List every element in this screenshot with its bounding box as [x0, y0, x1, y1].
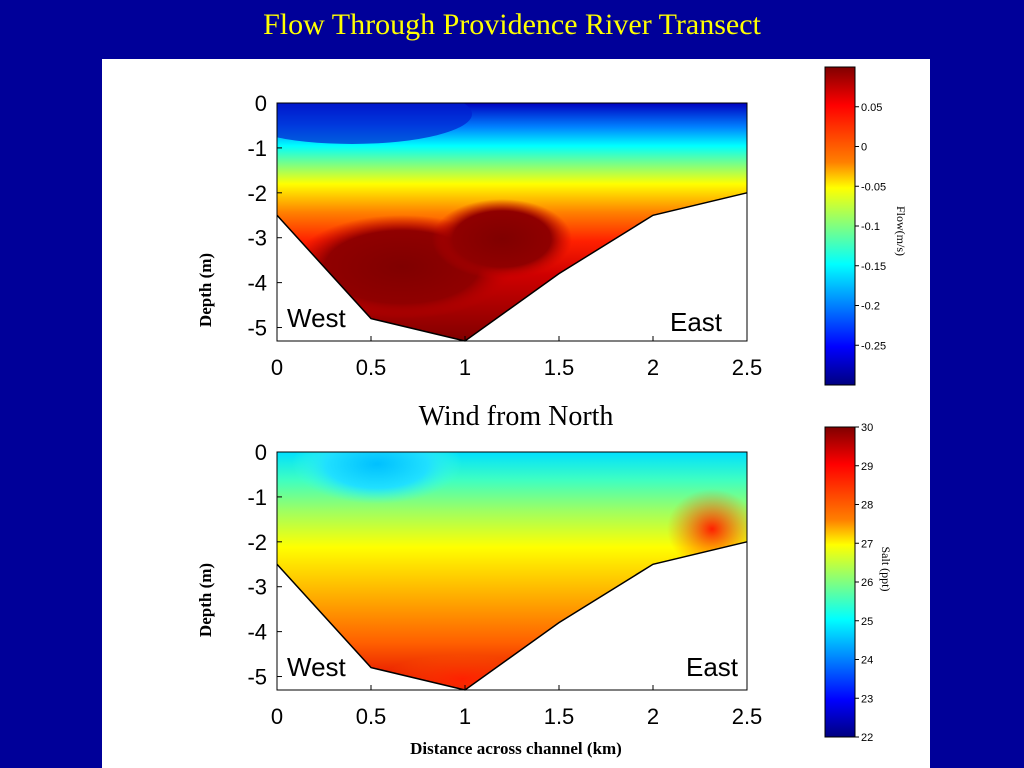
salt-ticks: 0 0.5 1 1.5 2 2.5 0 -1 -2 -3 -4 -5: [247, 440, 762, 729]
x-axis-label: Distance across channel (km): [410, 739, 622, 758]
colorbar-tick-label: 26: [861, 577, 873, 589]
x-tick-label: 2.5: [732, 704, 763, 729]
x-tick-label: 2: [647, 704, 659, 729]
colorbar-tick-label: -0.15: [861, 261, 886, 273]
y-tick-label: 0: [255, 440, 267, 465]
flow-colorbar-ticks: 0.05 0 -0.05 -0.1 -0.15 -0.2 -0.25: [855, 102, 886, 352]
colorbar-tick-label: -0.25: [861, 340, 886, 352]
colorbar-tick-label: -0.1: [861, 221, 880, 233]
salt-y-axis-label: Depth (m): [196, 562, 215, 638]
x-tick-label: 1.5: [544, 704, 575, 729]
colorbar-tick-label: 0: [861, 142, 867, 154]
salt-west-label: West: [287, 652, 347, 682]
flow-ticks: 0 0.5 1 1.5 2 2.5 0 -1 -2 -3 -4 -5: [247, 91, 762, 380]
flow-colorbar-label: Flow(m/s): [894, 206, 908, 256]
colorbar-tick-label: -0.05: [861, 181, 886, 193]
slide-title: Flow Through Providence River Transect: [263, 8, 761, 41]
colorbar-tick-label: -0.2: [861, 301, 880, 313]
figure-panel: 0 0.5 1 1.5 2 2.5 0 -1 -2 -3 -4 -5 West East 0.05 0-…: [102, 59, 930, 768]
y-tick-label: -3: [247, 575, 267, 600]
y-tick-label: -4: [247, 271, 267, 296]
y-tick-label: -2: [247, 530, 267, 555]
x-tick-label: 1: [459, 355, 471, 380]
salt-colorbar-label: Salt (ppt): [879, 547, 893, 592]
colorbar-tick-label: 0.05: [861, 102, 882, 114]
flow-colorbar: [824, 66, 856, 386]
colorbar-tick-label: 24: [861, 655, 873, 667]
x-tick-label: 0: [271, 704, 283, 729]
y-tick-label: -1: [247, 485, 267, 510]
figure-svg: 0 0.5 1 1.5 2 2.50-1-2-3-4-5 West East 0.050-…: [247, 66, 908, 744]
x-tick-label: 2: [647, 355, 659, 380]
y-tick-label: -2: [247, 181, 267, 206]
wind-caption: Wind from North: [418, 401, 614, 432]
flow-west-label: West: [287, 303, 347, 333]
y-tick-label: -4: [247, 620, 267, 645]
colorbar-tick-label: 29: [861, 461, 873, 473]
y-tick-label: -5: [247, 665, 267, 690]
x-tick-label: 0.5: [356, 355, 387, 380]
salt-colorbar: [824, 426, 856, 738]
salt-colorbar-ticks: 30 29 28 27 26 25 24 23 22: [855, 422, 873, 744]
flow-east-label: East: [670, 307, 723, 337]
flow-y-axis-label: Depth (m): [196, 252, 215, 328]
x-tick-label: 2.5: [732, 355, 763, 380]
salt-bathymetry: [277, 541, 747, 690]
colorbar-tick-label: 30: [861, 422, 873, 434]
x-tick-label: 0.5: [356, 704, 387, 729]
y-tick-label: -1: [247, 136, 267, 161]
colorbar-tick-label: 23: [861, 693, 873, 705]
x-tick-label: 1.5: [544, 355, 575, 380]
flow-axes-frame: [276, 102, 748, 342]
x-tick-label: 1: [459, 704, 471, 729]
y-tick-label: -5: [247, 316, 267, 341]
colorbar-tick-label: 28: [861, 500, 873, 512]
y-tick-label: -3: [247, 226, 267, 251]
x-tick-label: 0: [271, 355, 283, 380]
salt-east-label: East: [686, 652, 739, 682]
colorbar-tick-label: 25: [861, 616, 873, 628]
colorbar-tick-label: 22: [861, 732, 873, 744]
salt-axes-frame: [276, 451, 748, 691]
y-tick-label: 0: [255, 91, 267, 116]
colorbar-tick-label: 27: [861, 538, 873, 550]
